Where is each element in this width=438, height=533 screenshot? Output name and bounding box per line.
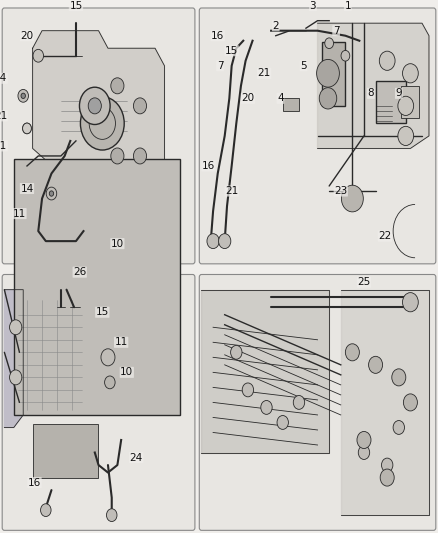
Text: 20: 20: [241, 93, 254, 103]
Text: 20: 20: [21, 31, 34, 41]
FancyBboxPatch shape: [2, 8, 195, 264]
Text: 4: 4: [277, 93, 284, 103]
Text: 1: 1: [344, 1, 351, 11]
Circle shape: [398, 126, 413, 146]
Text: 9: 9: [396, 88, 402, 98]
Circle shape: [403, 394, 417, 411]
Bar: [376, 80, 406, 124]
Circle shape: [134, 98, 147, 114]
Polygon shape: [318, 23, 429, 148]
Circle shape: [379, 51, 395, 70]
Text: 3: 3: [310, 1, 316, 11]
Circle shape: [357, 432, 371, 449]
Text: 15: 15: [225, 46, 238, 56]
Text: 16: 16: [202, 161, 215, 171]
Text: 7: 7: [217, 61, 223, 71]
Bar: [14, 159, 180, 415]
Text: 25: 25: [357, 277, 371, 287]
Circle shape: [23, 123, 32, 134]
Circle shape: [293, 395, 305, 409]
Circle shape: [341, 51, 350, 61]
Circle shape: [21, 93, 25, 99]
Circle shape: [392, 369, 406, 386]
Polygon shape: [341, 290, 429, 515]
FancyBboxPatch shape: [199, 8, 436, 264]
Circle shape: [219, 233, 231, 248]
Circle shape: [342, 185, 363, 212]
Text: 7: 7: [333, 26, 339, 36]
Text: 21: 21: [0, 111, 7, 121]
Circle shape: [317, 59, 339, 87]
Circle shape: [111, 148, 124, 164]
Text: 22: 22: [378, 231, 392, 241]
Text: 11: 11: [13, 208, 26, 219]
Polygon shape: [201, 290, 329, 453]
Text: 11: 11: [0, 141, 7, 151]
FancyBboxPatch shape: [199, 274, 436, 530]
FancyBboxPatch shape: [2, 274, 195, 530]
Text: 15: 15: [69, 1, 83, 11]
Circle shape: [88, 98, 101, 114]
Polygon shape: [32, 31, 164, 174]
Text: 5: 5: [300, 61, 307, 71]
Circle shape: [381, 458, 393, 472]
Polygon shape: [4, 290, 23, 427]
Text: 24: 24: [130, 453, 143, 463]
Circle shape: [79, 87, 110, 125]
Text: 16: 16: [211, 31, 224, 41]
Circle shape: [23, 123, 32, 134]
Circle shape: [325, 38, 334, 49]
Text: 14: 14: [20, 183, 34, 193]
Circle shape: [393, 421, 405, 434]
Circle shape: [41, 504, 51, 516]
Circle shape: [105, 376, 115, 389]
Text: 10: 10: [120, 367, 133, 377]
Circle shape: [10, 320, 22, 335]
Text: 21: 21: [225, 186, 238, 196]
Circle shape: [403, 63, 418, 83]
Circle shape: [101, 349, 115, 366]
Circle shape: [368, 357, 383, 373]
Text: 16: 16: [28, 478, 41, 488]
Text: 23: 23: [334, 186, 347, 196]
Circle shape: [358, 446, 370, 459]
Circle shape: [230, 345, 242, 359]
Circle shape: [96, 94, 109, 110]
Text: 15: 15: [95, 307, 109, 317]
Circle shape: [46, 187, 57, 200]
Circle shape: [81, 97, 124, 150]
Text: 21: 21: [258, 68, 271, 78]
Circle shape: [403, 293, 418, 312]
Circle shape: [261, 400, 272, 414]
Bar: [283, 98, 299, 111]
Circle shape: [49, 191, 53, 196]
Circle shape: [242, 383, 254, 397]
Bar: [322, 42, 345, 106]
Text: 8: 8: [367, 88, 374, 98]
Circle shape: [134, 148, 147, 164]
Circle shape: [345, 344, 359, 361]
Circle shape: [380, 469, 394, 486]
Bar: [401, 86, 419, 118]
Circle shape: [319, 87, 337, 109]
Circle shape: [106, 508, 117, 521]
Circle shape: [111, 78, 124, 94]
Circle shape: [10, 370, 22, 385]
Text: 10: 10: [111, 239, 124, 248]
Circle shape: [277, 416, 288, 430]
Text: 26: 26: [73, 267, 86, 277]
Text: 14: 14: [0, 74, 7, 83]
Text: 11: 11: [114, 337, 128, 348]
Bar: [32, 424, 98, 478]
Circle shape: [33, 50, 43, 62]
Circle shape: [207, 233, 219, 248]
Circle shape: [18, 90, 28, 102]
Circle shape: [398, 96, 413, 116]
Text: 2: 2: [272, 21, 279, 31]
